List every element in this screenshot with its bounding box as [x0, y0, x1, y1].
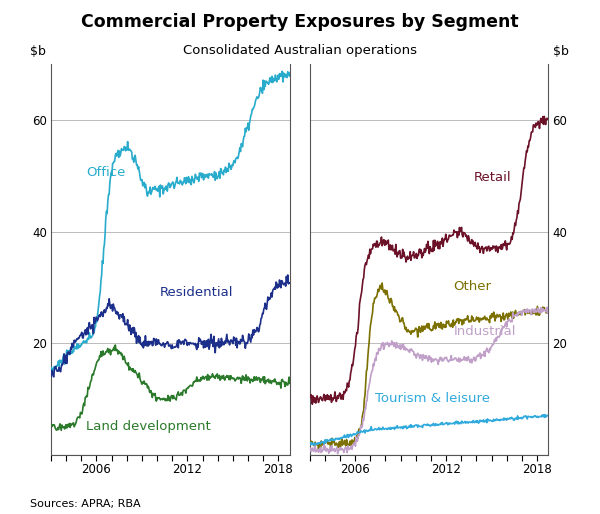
Text: Retail: Retail	[473, 172, 511, 185]
Text: Office: Office	[86, 166, 125, 179]
Text: $b: $b	[31, 45, 46, 59]
Text: Land development: Land development	[86, 420, 211, 433]
Text: $b: $b	[553, 45, 569, 59]
Text: Consolidated Australian operations: Consolidated Australian operations	[183, 44, 417, 57]
Text: Commercial Property Exposures by Segment: Commercial Property Exposures by Segment	[81, 13, 519, 31]
Text: Other: Other	[454, 280, 491, 293]
Text: Industrial: Industrial	[454, 325, 516, 338]
Text: Sources: APRA; RBA: Sources: APRA; RBA	[30, 499, 140, 509]
Text: Tourism & leisure: Tourism & leisure	[375, 392, 490, 405]
Text: Residential: Residential	[160, 286, 233, 299]
